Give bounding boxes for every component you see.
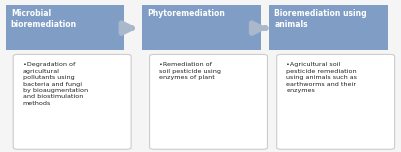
FancyBboxPatch shape: [150, 54, 267, 149]
Text: Microbial
bioremediation: Microbial bioremediation: [11, 9, 77, 29]
FancyBboxPatch shape: [13, 54, 131, 149]
FancyBboxPatch shape: [277, 54, 395, 149]
FancyBboxPatch shape: [6, 5, 124, 50]
FancyBboxPatch shape: [269, 5, 388, 50]
Text: •Remediation of
soil pesticide using
enzymes of plant: •Remediation of soil pesticide using enz…: [159, 62, 221, 80]
Text: Bioremediation using
animals: Bioremediation using animals: [274, 9, 367, 29]
Text: •Agricultural soil
pesticide remediation
using animals such as
earthworms and th: •Agricultural soil pesticide remediation…: [286, 62, 357, 93]
Text: Phytoremediation: Phytoremediation: [147, 9, 225, 18]
FancyBboxPatch shape: [142, 5, 261, 50]
Text: •Degradation of
agricultural
pollutants using
bacteria and fungi
by bioaugmentat: •Degradation of agricultural pollutants …: [23, 62, 88, 106]
